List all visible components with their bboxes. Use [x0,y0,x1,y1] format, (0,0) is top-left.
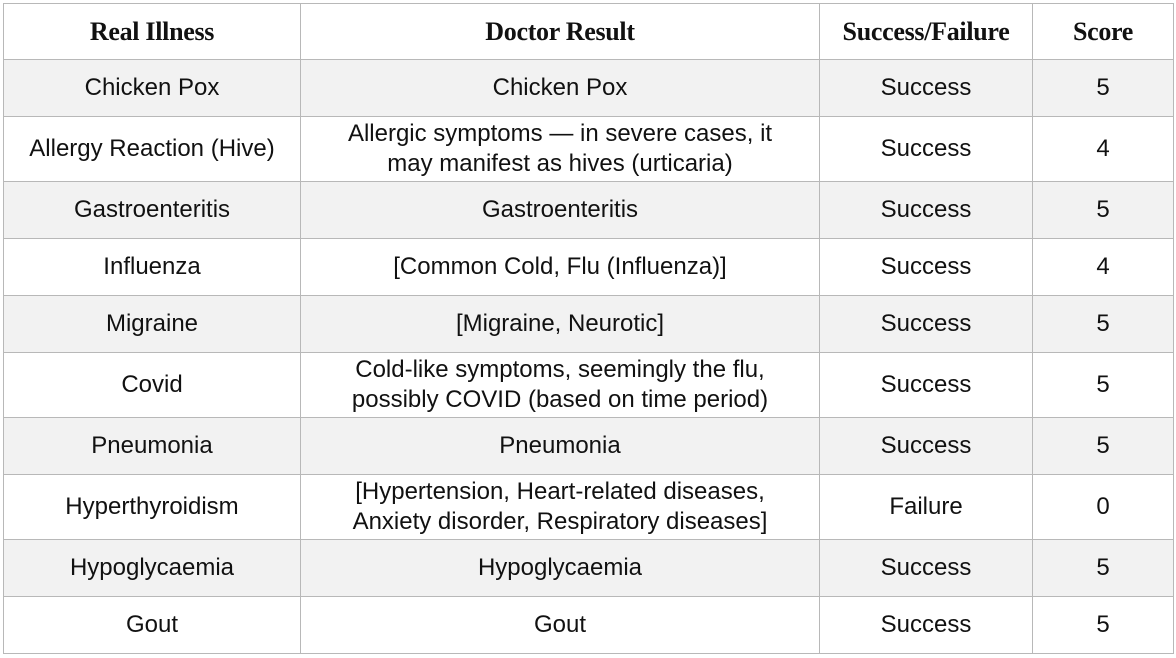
cell-real-illness: Pneumonia [3,417,301,475]
cell-real-illness: Covid [3,352,301,418]
cell-score: 5 [1032,539,1174,597]
cell-success-failure: Success [819,539,1033,597]
cell-success-failure: Success [819,295,1033,353]
cell-score: 5 [1032,596,1174,654]
doctor-result-line: [Migraine, Neurotic] [455,310,665,337]
cell-doctor-result: Pneumonia [300,417,820,475]
cell-real-illness: Allergy Reaction (Hive) [3,116,301,182]
table-row: Covid Cold-like symptoms, seemingly the f… [3,352,1174,418]
diagnosis-results-table: Real Illness Doctor Result Success/Failu… [3,3,1174,654]
cell-real-illness: Migraine [3,295,301,353]
cell-doctor-result: [Migraine, Neurotic] [300,295,820,353]
cell-success-failure: Failure [819,474,1033,540]
table-header: Real Illness Doctor Result Success/Failu… [3,3,1174,60]
table-row: Gout Gout Success 5 [3,596,1174,654]
table-row: Hyperthyroidism [Hypertension, Heart-rela… [3,474,1174,540]
doctor-result-line: Allergic symptoms — in severe cases, it [347,120,773,147]
table-row: Allergy Reaction (Hive) Allergic symptoms… [3,116,1174,182]
cell-score: 4 [1032,116,1174,182]
cell-score: 0 [1032,474,1174,540]
cell-success-failure: Success [819,116,1033,182]
cell-success-failure: Success [819,352,1033,418]
table-body: Chicken Pox Chicken Pox Success 5 Allergy Re… [3,59,1174,654]
cell-score: 5 [1032,352,1174,418]
cell-doctor-result: Hypoglycaemia [300,539,820,597]
cell-success-failure: Success [819,59,1033,117]
cell-success-failure: Success [819,417,1033,475]
header-score: Score [1032,3,1174,60]
doctor-result-line: [Hypertension, Heart-related diseases, [355,478,765,505]
cell-success-failure: Success [819,238,1033,296]
header-row: Real Illness Doctor Result Success/Failu… [3,3,1174,60]
doctor-result-line: may manifest as hives (urticaria) [387,150,733,177]
cell-doctor-result: Gout [300,596,820,654]
cell-doctor-result: Cold-like symptoms, seemingly the flu, po… [300,352,820,418]
doctor-result-line: Hypoglycaemia [477,554,643,581]
cell-score: 4 [1032,238,1174,296]
cell-score: 5 [1032,417,1174,475]
header-doctor-result: Doctor Result [300,3,820,60]
header-real-illness: Real Illness [3,3,301,60]
cell-real-illness: Hyperthyroidism [3,474,301,540]
doctor-result-line: Anxiety disorder, Respiratory diseases] [352,508,768,535]
cell-doctor-result: Chicken Pox [300,59,820,117]
table-row: Chicken Pox Chicken Pox Success 5 [3,59,1174,117]
table-row: Migraine [Migraine, Neurotic] Success 5 [3,295,1174,353]
cell-real-illness: Influenza [3,238,301,296]
doctor-result-line: possibly COVID (based on time period) [351,386,769,413]
cell-real-illness: Hypoglycaemia [3,539,301,597]
doctor-result-line: [Common Cold, Flu (Influenza)] [393,253,727,280]
table-row: Hypoglycaemia Hypoglycaemia Success 5 [3,539,1174,597]
table-row: Pneumonia Pneumonia Success 5 [3,417,1174,475]
table-row: Influenza [Common Cold, Flu (Influenza)] S… [3,238,1174,296]
cell-success-failure: Success [819,596,1033,654]
doctor-result-line: Gastroenteritis [481,196,639,223]
cell-real-illness: Gout [3,596,301,654]
cell-score: 5 [1032,295,1174,353]
table-row: Gastroenteritis Gastroenteritis Success 5 [3,181,1174,239]
cell-doctor-result: [Hypertension, Heart-related diseases, An… [300,474,820,540]
cell-success-failure: Success [819,181,1033,239]
cell-score: 5 [1032,181,1174,239]
cell-doctor-result: Gastroenteritis [300,181,820,239]
header-success-failure: Success/Failure [819,3,1033,60]
doctor-result-line: Chicken Pox [492,74,628,101]
doctor-result-line: Pneumonia [499,432,621,459]
cell-real-illness: Chicken Pox [3,59,301,117]
cell-real-illness: Gastroenteritis [3,181,301,239]
cell-doctor-result: [Common Cold, Flu (Influenza)] [300,238,820,296]
doctor-result-line: Cold-like symptoms, seemingly the flu, [355,356,765,383]
cell-doctor-result: Allergic symptoms — in severe cases, it m… [300,116,820,182]
doctor-result-line: Gout [533,611,587,638]
cell-score: 5 [1032,59,1174,117]
